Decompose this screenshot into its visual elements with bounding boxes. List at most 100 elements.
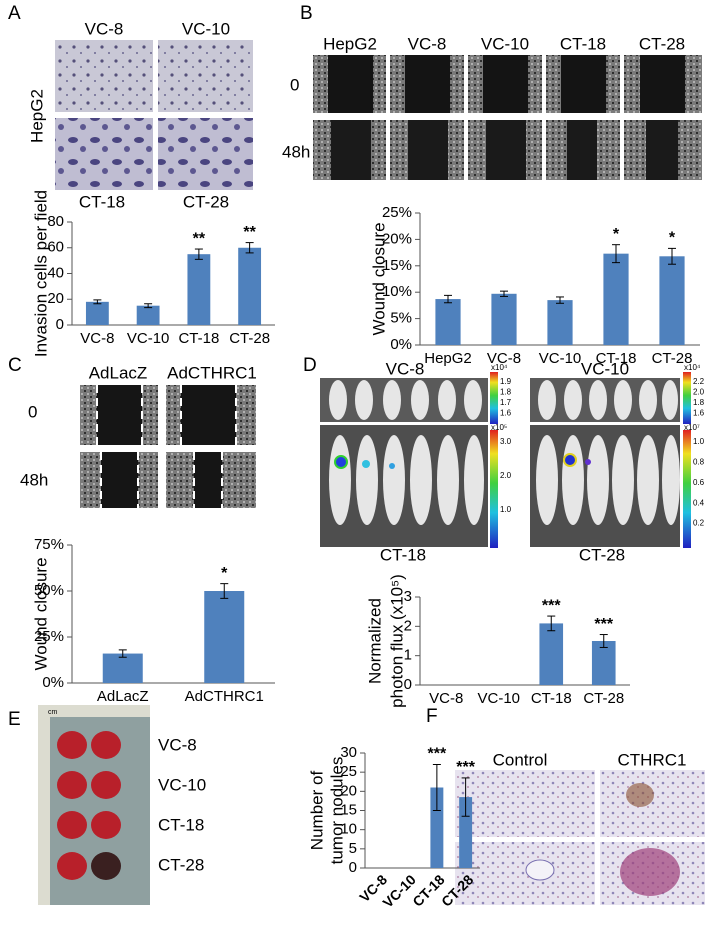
x-tick-label: VC-10: [379, 871, 419, 911]
colorbar-tick: 1.9: [500, 377, 512, 386]
colorbar-tick: 2.0: [500, 471, 512, 480]
y-axis-title: Wound closure: [369, 222, 388, 335]
panel-letter: A: [8, 3, 21, 24]
x-tick-label: CT-28: [229, 330, 270, 347]
x-tick-label: CT-28: [652, 350, 693, 367]
y-tick-label: 10%: [382, 283, 412, 300]
bar: [102, 653, 143, 683]
colorbar-tick: 1.8: [693, 398, 705, 407]
significance-label: ***: [456, 759, 475, 776]
y-tick-label: 2: [404, 617, 412, 634]
colorbar-unit: x10⁴: [491, 363, 508, 372]
image-label: CT-18: [560, 34, 606, 53]
image-label: CT-18: [380, 545, 426, 564]
image-label: VC-8: [408, 34, 447, 53]
row-label: 0: [290, 75, 299, 94]
colorbar-tick: 2.2: [693, 377, 705, 386]
image-label: HepG2: [323, 34, 377, 53]
row-label: 48h: [20, 470, 48, 489]
bar: [591, 641, 616, 685]
panel-a-images: [55, 40, 253, 190]
image-label: HepG2: [27, 89, 46, 143]
image-label: CT-28: [183, 192, 229, 211]
y-tick-label: 60: [47, 239, 64, 256]
bar: [491, 293, 517, 345]
row-label: CT-28: [158, 855, 204, 874]
y-tick-label: 15: [340, 801, 357, 818]
panel-b-images: [313, 55, 702, 180]
x-tick-label: CT-28: [583, 690, 624, 707]
image-label: VC-10: [182, 19, 230, 38]
colorbar-unit: x10⁷: [684, 423, 700, 432]
colorbar-unit: x10⁴: [684, 363, 701, 372]
x-tick-label: VC-8: [429, 690, 463, 707]
row-label: 0: [28, 402, 37, 421]
image-label: VC-10: [481, 34, 529, 53]
y-tick-label: 75%: [34, 536, 64, 553]
image-label: VC-8: [386, 359, 425, 378]
colorbar-tick: 1.6: [693, 409, 705, 418]
row-label: CT-18: [158, 815, 204, 834]
image-label: Control: [493, 750, 548, 769]
panel-e-photo: [38, 705, 150, 905]
ruler-label: cm: [48, 709, 58, 716]
bar: [459, 797, 473, 868]
panel-letter: B: [300, 3, 313, 24]
y-tick-label: 10: [340, 821, 357, 838]
significance-label: **: [193, 230, 206, 247]
y-tick-label: 5%: [390, 310, 412, 327]
x-tick-label: VC-10: [477, 690, 520, 707]
y-axis-title: Wound closure: [31, 557, 50, 670]
y-tick-label: 0%: [390, 336, 412, 353]
row-label: 48h: [282, 142, 310, 161]
x-tick-label: CT-18: [596, 350, 637, 367]
y-tick-label: 5: [349, 840, 357, 857]
x-tick-label: VC-8: [80, 330, 114, 347]
colorbar-tick: 0.8: [693, 458, 705, 467]
y-tick-label: 20%: [382, 230, 412, 247]
bar: [204, 591, 245, 683]
y-tick-label: 20: [340, 782, 357, 799]
y-tick-label: 3: [404, 588, 412, 605]
y-axis-title: Invasion cells per field: [31, 190, 50, 357]
x-tick-label: VC-10: [539, 350, 582, 367]
panel-c-images: [80, 385, 256, 508]
y-tick-label: 0: [349, 859, 357, 876]
image-label: AdCTHRC1: [167, 363, 257, 382]
bar: [547, 300, 573, 345]
panel-d-images: [320, 372, 691, 548]
image-label: AdLacZ: [89, 363, 148, 382]
y-tick-label: 1: [404, 647, 412, 664]
bar: [85, 301, 109, 325]
x-tick-label: CT-18: [409, 871, 447, 909]
y-axis-title: photon flux (x10⁵): [387, 574, 406, 708]
image-label: CT-28: [639, 34, 685, 53]
y-tick-label: 25%: [382, 204, 412, 221]
panel-letter: C: [8, 355, 22, 376]
colorbar-tick: 3.0: [500, 437, 512, 446]
x-tick-label: CT-18: [531, 690, 572, 707]
image-label: VC-8: [85, 19, 124, 38]
y-tick-label: 30: [340, 744, 357, 761]
colorbar-tick: 2.0: [693, 388, 705, 397]
bar: [539, 623, 564, 685]
x-tick-label: CT-18: [178, 330, 219, 347]
colorbar-tick: 0.2: [693, 519, 705, 528]
panel-letter: E: [8, 709, 21, 730]
x-tick-label: VC-8: [487, 350, 521, 367]
y-tick-label: 50%: [34, 582, 64, 599]
significance-label: **: [243, 224, 256, 241]
colorbar-tick: 1.6: [500, 409, 512, 418]
panel-f-images: [455, 770, 705, 905]
bar: [187, 254, 211, 325]
colorbar-tick: 0.6: [693, 478, 705, 487]
y-tick-label: 25: [340, 763, 357, 780]
y-axis-title: Number of: [307, 771, 326, 851]
x-tick-label: VC-10: [127, 330, 170, 347]
image-label: VC-10: [581, 359, 629, 378]
image-label: CT-18: [79, 192, 125, 211]
bar: [435, 299, 461, 345]
significance-label: ***: [594, 616, 613, 633]
significance-label: *: [221, 565, 228, 582]
